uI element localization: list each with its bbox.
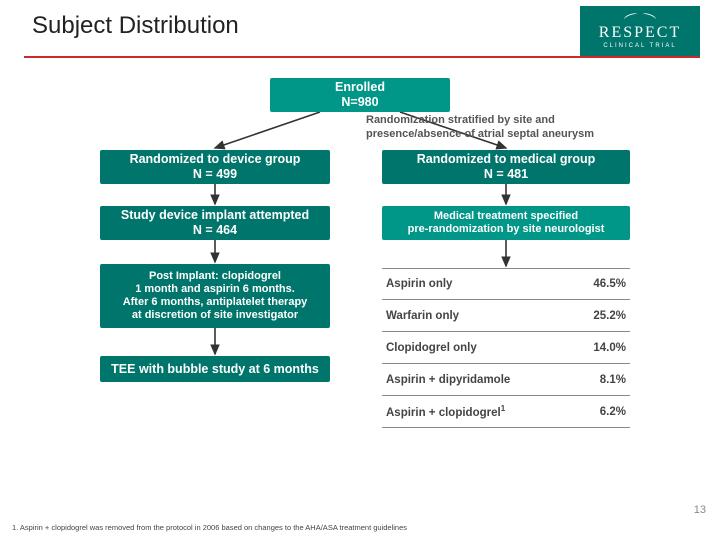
implant-label: Study device implant attempted — [106, 208, 324, 223]
header: Subject Distribution RESPECT CLINICAL TR… — [0, 0, 720, 56]
med-value: 46.5% — [574, 278, 630, 290]
med-label: Aspirin + dipyridamole — [382, 374, 574, 386]
table-row: Warfarin only 25.2% — [382, 300, 630, 332]
respect-logo: RESPECT CLINICAL TRIAL — [580, 6, 700, 58]
title-underline — [24, 56, 700, 58]
med-value: 8.1% — [574, 374, 630, 386]
med-label: Clopidogrel only — [382, 342, 574, 354]
box-implant-attempted: Study device implant attempted N = 464 — [100, 206, 330, 240]
post-l4: at discretion of site investigator — [106, 309, 324, 322]
enrolled-n: N=980 — [276, 95, 444, 110]
box-enrolled: Enrolled N=980 — [270, 78, 450, 112]
med-label: Warfarin only — [382, 310, 574, 322]
logo-wing-icon — [624, 10, 656, 22]
medical-group-n: N = 481 — [388, 167, 624, 182]
implant-n: N = 464 — [106, 223, 324, 238]
enrolled-label: Enrolled — [276, 80, 444, 95]
footnote: 1. Aspirin + clopidogrel was removed fro… — [12, 523, 407, 532]
stratify-line1: Randomization stratified by site and — [366, 114, 636, 128]
stratify-note: Randomization stratified by site and pre… — [366, 114, 636, 142]
med-value: 6.2% — [574, 406, 630, 418]
medspec-line1: Medical treatment specified — [388, 210, 624, 223]
page-number: 13 — [694, 504, 706, 516]
stratify-line2: presence/absence of atrial septal aneury… — [366, 128, 636, 142]
device-group-label: Randomized to device group — [106, 152, 324, 167]
box-post-implant: Post Implant: clopidogrel 1 month and as… — [100, 264, 330, 328]
tee-label: TEE with bubble study at 6 months — [106, 362, 324, 377]
medical-treatment-table: Aspirin only 46.5% Warfarin only 25.2% C… — [382, 268, 630, 428]
box-medical-specified: Medical treatment specified pre-randomiz… — [382, 206, 630, 240]
med-value: 14.0% — [574, 342, 630, 354]
box-medical-group: Randomized to medical group N = 481 — [382, 150, 630, 184]
table-row: Aspirin only 46.5% — [382, 268, 630, 300]
flow-diagram: Enrolled N=980 Randomization stratified … — [90, 78, 640, 498]
box-device-group: Randomized to device group N = 499 — [100, 150, 330, 184]
medical-group-label: Randomized to medical group — [388, 152, 624, 167]
med-value: 25.2% — [574, 310, 630, 322]
post-l3: After 6 months, antiplatelet therapy — [106, 296, 324, 309]
footnote-ref: 1 — [501, 404, 505, 413]
logo-name: RESPECT — [580, 24, 700, 42]
table-row: Clopidogrel only 14.0% — [382, 332, 630, 364]
table-row: Aspirin + dipyridamole 8.1% — [382, 364, 630, 396]
post-l1: Post Implant: clopidogrel — [106, 270, 324, 283]
medspec-line2: pre-randomization by site neurologist — [388, 223, 624, 236]
table-row: Aspirin + clopidogrel1 6.2% — [382, 396, 630, 428]
device-group-n: N = 499 — [106, 167, 324, 182]
post-l2: 1 month and aspirin 6 months. — [106, 283, 324, 296]
med-label: Aspirin + clopidogrel1 — [382, 404, 574, 419]
med-label: Aspirin only — [382, 278, 574, 290]
med-label-text: Aspirin + clopidogrel — [386, 407, 501, 419]
logo-subtitle: CLINICAL TRIAL — [580, 43, 700, 49]
box-tee: TEE with bubble study at 6 months — [100, 356, 330, 382]
